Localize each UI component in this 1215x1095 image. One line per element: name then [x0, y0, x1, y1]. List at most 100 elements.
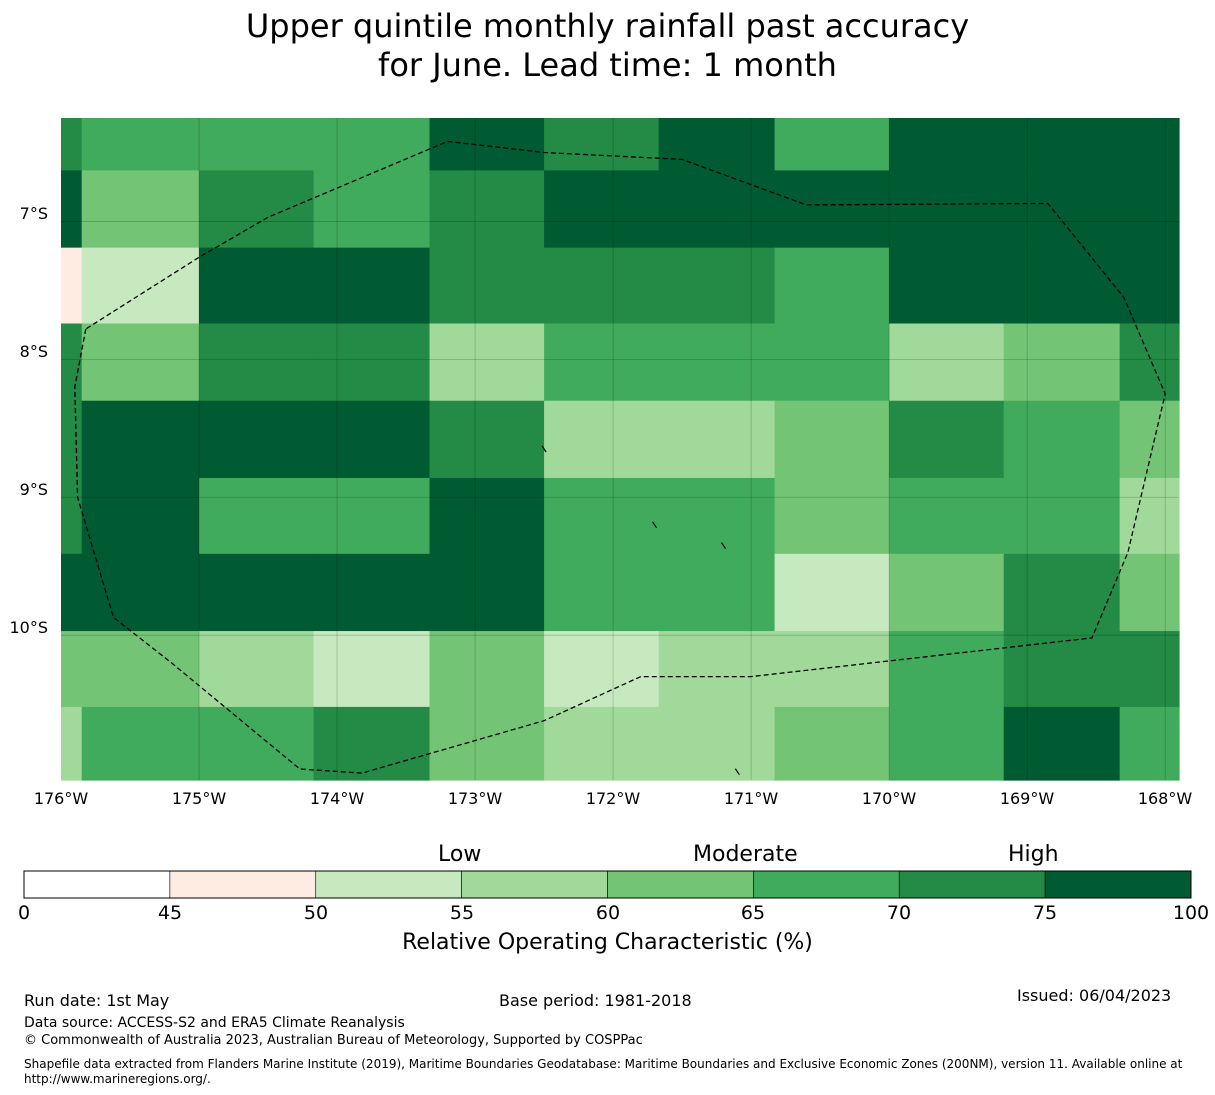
grid-cell [199, 247, 315, 325]
grid-cell [199, 706, 315, 781]
lon-label-169w: 169°W [999, 789, 1055, 808]
grid-cell [658, 170, 776, 249]
lon-label-172w: 172°W [585, 789, 641, 808]
map-title-line-1: Upper quintile monthly rainfall past acc… [245, 7, 970, 45]
grid-cell [199, 631, 315, 708]
grid-cell [313, 706, 431, 781]
lon-label-173w: 173°W [447, 789, 503, 808]
colorbar-segment [461, 870, 608, 899]
lat-label-10s: 10°S [9, 618, 48, 637]
grid-cell [313, 247, 431, 325]
grid-cell [889, 631, 1005, 708]
copyright: © Commonwealth of Australia 2023, Austra… [24, 1033, 643, 1048]
grid-cell [429, 631, 545, 708]
islet [721, 542, 727, 549]
rainfall-accuracy-map [61, 118, 1180, 781]
grid-cell [1003, 247, 1121, 325]
colorbar-tick-65: 65 [740, 902, 766, 924]
grid-cell [774, 477, 890, 555]
colorbar-label: Relative Operating Characteristic (%) [402, 930, 813, 955]
shapefile-credit-line-2: http://www.marineregions.org/. [24, 1072, 211, 1086]
grid-cell [61, 323, 83, 402]
lon-label-175w: 175°W [171, 789, 227, 808]
grid-cell [889, 118, 1005, 172]
grid-cell [1003, 706, 1121, 781]
grid-cell [774, 553, 890, 632]
grid-cell [429, 247, 545, 325]
grid-cell [1119, 170, 1180, 249]
grid-cell [61, 631, 83, 708]
grid-cell [544, 170, 660, 249]
grid-cell [544, 400, 660, 479]
grid-cell [1119, 706, 1180, 781]
grid-cell [889, 247, 1005, 325]
grid-cell [658, 118, 776, 172]
colorbar-segment [898, 870, 1046, 899]
grid-cell [889, 553, 1005, 632]
grid-cell [313, 477, 431, 555]
grid-cell [429, 170, 545, 249]
lon-label-174w: 174°W [309, 789, 365, 808]
grid-cell [889, 477, 1005, 555]
colorbar-tick-0: 0 [17, 902, 31, 924]
shapefile-credit-line-1: Shapefile data extracted from Flanders M… [24, 1057, 1183, 1071]
grid-cell [544, 247, 660, 325]
colorbar-segment [315, 870, 462, 899]
grid-cell [658, 477, 776, 555]
grid-cell [774, 400, 890, 479]
grid-cell [313, 400, 431, 479]
grid-cell [429, 706, 545, 781]
grid-cell [774, 706, 890, 781]
grid-cell [658, 631, 776, 708]
grid-cell [544, 477, 660, 555]
grid-cell [1119, 477, 1180, 555]
grid-cell [61, 400, 83, 479]
grid-cell [313, 118, 431, 172]
grid-cell [889, 400, 1005, 479]
grid-cell [1003, 553, 1121, 632]
grid-cell [199, 170, 315, 249]
map-title-line-2: for June. Lead time: 1 month [378, 46, 837, 84]
grid-cell [313, 170, 431, 249]
lon-label-176w: 176°W [33, 789, 89, 808]
lat-label-7s: 7°S [19, 204, 48, 223]
lon-label-168w: 168°W [1137, 789, 1193, 808]
islet [541, 445, 547, 453]
grid-cell [1003, 323, 1121, 402]
grid-cell [61, 553, 83, 632]
grid-cell [658, 553, 776, 632]
run-date: Run date: 1st May [24, 991, 170, 1010]
lon-label-170w: 170°W [861, 789, 917, 808]
lon-label-171w: 171°W [723, 789, 779, 808]
colorbar-tick-45: 45 [157, 902, 183, 924]
grid-cell [1003, 477, 1121, 555]
grid-cell [889, 170, 1005, 249]
grid-cell [1003, 631, 1121, 708]
grid-cell [313, 631, 431, 708]
grid-cell [81, 631, 200, 708]
grid-cell [1119, 118, 1180, 172]
grid-cell [658, 706, 776, 781]
grid-cell [81, 118, 200, 172]
base-period: Base period: 1981-2018 [499, 991, 692, 1010]
grid-cell [313, 323, 431, 402]
grid-cell [81, 170, 200, 249]
grid-cell [544, 553, 660, 632]
colorbar-segment [753, 870, 900, 899]
colorbar [23, 870, 1192, 899]
grid-cell [429, 477, 545, 555]
grid-cell [544, 118, 660, 172]
eez-boundary [74, 140, 1166, 774]
grid-cell [61, 706, 83, 781]
grid-cell [658, 323, 776, 402]
colorbar-tick-100: 100 [1172, 902, 1210, 924]
grid-cell [658, 400, 776, 479]
grid-cell [774, 170, 890, 249]
grid-cell [199, 400, 315, 479]
grid-cell [199, 553, 315, 632]
category-low: Low [438, 842, 482, 867]
grid-cell [81, 323, 200, 402]
grid-cell [199, 323, 315, 402]
category-moderate: Moderate [693, 842, 798, 867]
grid-cell [889, 323, 1005, 402]
